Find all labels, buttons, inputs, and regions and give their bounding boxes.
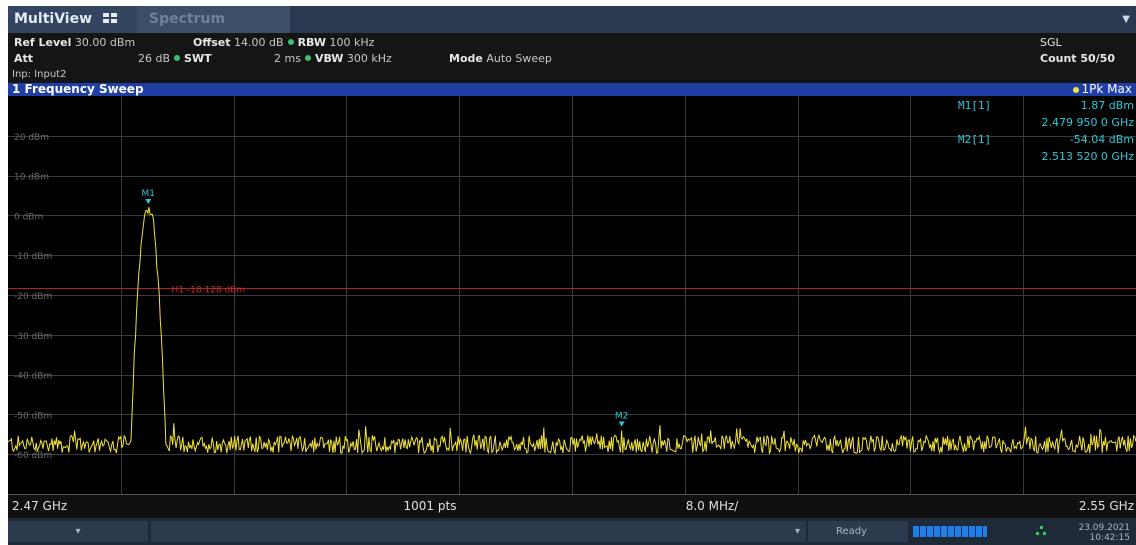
frequency-sweep-header[interactable]: 1 Frequency Sweep 1Pk Max [8,83,1136,96]
marker-label: M2 [615,411,629,421]
x-start-label: 2.47 GHz [12,499,67,513]
trace-indicator[interactable]: 1Pk Max [1072,83,1132,96]
settings-bar: Ref Level 30.00 dBm Offset 14.00 dB RBW 1… [8,33,1136,83]
marker-readout-level: -54.04 dBm [1070,133,1134,146]
multiview-grid-icon [102,13,117,23]
x-end-label: 2.55 GHz [1079,499,1134,513]
status-text: Ready [808,521,908,542]
marker-readout-label: M2[1] [958,133,991,146]
status-bar: ▾ ▾ Ready 23.09.2021 10:42:15 [8,518,1136,545]
marker-readout-freq: 2.513 520 0 GHz [1041,150,1134,163]
offset-indicator-dot [287,39,294,45]
offset[interactable]: Offset 14.00 dB RBW 100 kHz [193,36,375,49]
sweep-count: Count 50/50 [1040,52,1116,65]
y-tick-label: -30 dBm [14,332,52,342]
input-label: Inp: Input2 [12,69,67,80]
marker-triangle [145,198,152,204]
marker-triangle [618,421,625,427]
y-axis-ticks: 20 dBm 10 dBm 0 dBm -10 dBm -20 dBm -30 dBm -4… [14,133,52,461]
sgl-indicator: SGL [1040,36,1062,49]
trace-color-dot [1072,87,1079,93]
spectrum-analyzer-window: MultiView Spectrum ▼ Ref Level 30.00 dBm… [8,6,1136,545]
trace-line [8,207,1136,455]
tab-multiview-label: MultiView [14,11,93,27]
marker-readout-label: M1[1] [958,99,991,112]
y-tick-label: -50 dBm [14,411,52,421]
spectrum-plot[interactable]: 20 dBm 10 dBm 0 dBm -10 dBm -20 dBm -30 dBm -4… [8,96,1136,518]
y-tick-label: 10 dBm [14,173,49,183]
status-date: 23.09.2021 [1078,523,1130,533]
tab-dropdown-icon[interactable]: ▼ [1122,14,1130,25]
tab-bar: MultiView Spectrum ▼ [8,6,1136,33]
ref-level[interactable]: Ref Level 30.00 dBm [14,36,136,49]
tab-spectrum-label: Spectrum [149,11,226,27]
marker-readout-level: 1.87 dBm [1081,99,1134,112]
y-tick-label: 20 dBm [14,133,49,143]
sweep-title: 1 Frequency Sweep [12,82,144,96]
marker-readout-freq: 2.479 950 0 GHz [1041,116,1134,129]
markers-group: M1 M2 [142,189,629,427]
sweep-time[interactable]: 2 ms VBW 300 kHz [274,52,392,65]
x-axis-background [8,494,1136,518]
datetime: 23.09.2021 10:42:15 [1064,523,1130,543]
x-axis-labels: 2.47 GHz 1001 pts 8.0 MHz/2.55 GHz [8,494,1136,518]
marker-label: M1 [142,189,156,199]
trace-group [8,207,1136,455]
span-per-div-label: 8.0 MHz/ [686,499,740,513]
network-icon [1036,526,1046,536]
plot-grid [8,96,1136,494]
y-tick-label: -10 dBm [14,252,52,262]
att-indicator-dot [174,55,181,61]
y-tick-label: -40 dBm [14,372,52,382]
tab-multiview[interactable]: MultiView [8,6,137,33]
sweep-mode[interactable]: Mode Auto Sweep [449,52,552,65]
tab-spectrum[interactable]: Spectrum [137,6,290,33]
status-time: 10:42:15 [1089,533,1130,543]
threshold-line-group: H1 -18.128 dBm [8,286,1136,296]
swt-indicator-dot [304,55,311,61]
status-mid-dropdown[interactable]: ▾ [151,521,806,542]
sweep-progress-bar [913,526,987,537]
points-label: 1001 pts [404,499,457,513]
y-tick-label: -60 dBm [14,451,52,461]
attenuation[interactable]: Att [14,52,34,65]
y-tick-label: -20 dBm [14,292,52,302]
status-left-dropdown[interactable]: ▾ [8,521,148,542]
att-value[interactable]: 26 dB SWT [138,52,212,65]
threshold-label: H1 -18.128 dBm [172,286,246,296]
y-tick-label: 0 dBm [14,212,43,222]
marker-readout: M1[1] 1.87 dBm 2.479 950 0 GHz M2[1] -54.04 … [958,99,1134,163]
